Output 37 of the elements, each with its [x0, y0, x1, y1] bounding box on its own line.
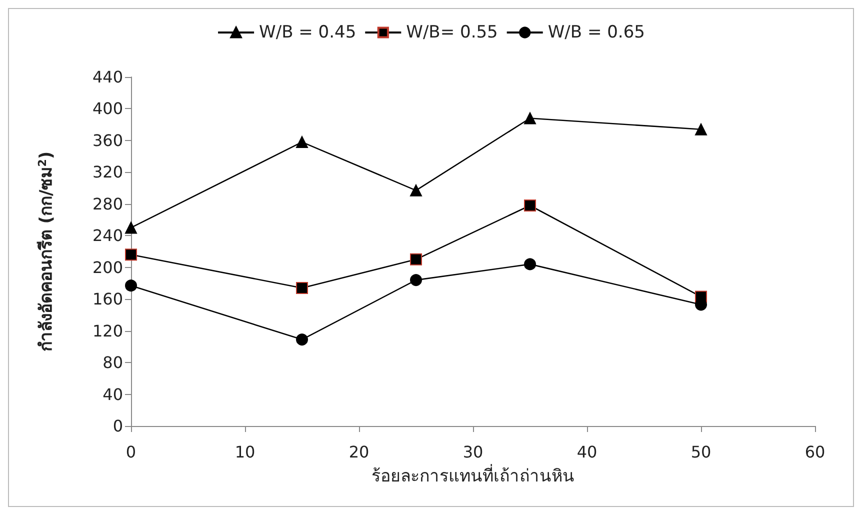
x-tick-label: 20 [348, 442, 370, 462]
x-tick-label: 0 [126, 442, 136, 462]
point [125, 280, 137, 292]
point [410, 184, 422, 196]
y-tick-label: 120 [92, 321, 123, 340]
y-tick-label: 240 [92, 226, 123, 246]
y-tick-label: 400 [92, 99, 123, 118]
x-tick-label: 30 [462, 442, 484, 462]
y-tick-label: 0 [112, 416, 123, 436]
x-axis-title: ร้อยละการแทนที่เถ้าถ่านหิน [372, 464, 574, 486]
x-tick-label: 50 [690, 442, 712, 462]
y-tick-label: 360 [92, 130, 123, 150]
point [296, 334, 308, 346]
point [296, 282, 308, 294]
x-tick-label: 40 [576, 442, 598, 462]
point [410, 274, 422, 286]
y-tick-label: 80 [102, 353, 123, 372]
legend-label: W/B= 0.55 [406, 22, 498, 42]
legend-label: W/B = 0.45 [259, 22, 356, 42]
y-tick-label: 40 [102, 384, 123, 404]
point [524, 112, 536, 124]
legend-label: W/B = 0.65 [548, 22, 645, 42]
point [125, 222, 137, 234]
x-tick-label: 10 [234, 442, 256, 462]
point [524, 199, 536, 212]
y-tick-label: 320 [92, 162, 123, 182]
y-axis-title: กำลังอัดคอนกรีต (กก/ซม2) [36, 151, 56, 352]
point [296, 136, 308, 148]
point [524, 258, 536, 270]
point [410, 253, 422, 266]
point [125, 248, 137, 261]
y-tick-label: 200 [92, 258, 123, 277]
y-tick-label: 280 [92, 194, 123, 214]
point [695, 123, 707, 136]
y-tick-label: 440 [92, 68, 123, 86]
y-tick-label: 160 [92, 290, 123, 309]
x-tick-label: 60 [804, 442, 826, 462]
